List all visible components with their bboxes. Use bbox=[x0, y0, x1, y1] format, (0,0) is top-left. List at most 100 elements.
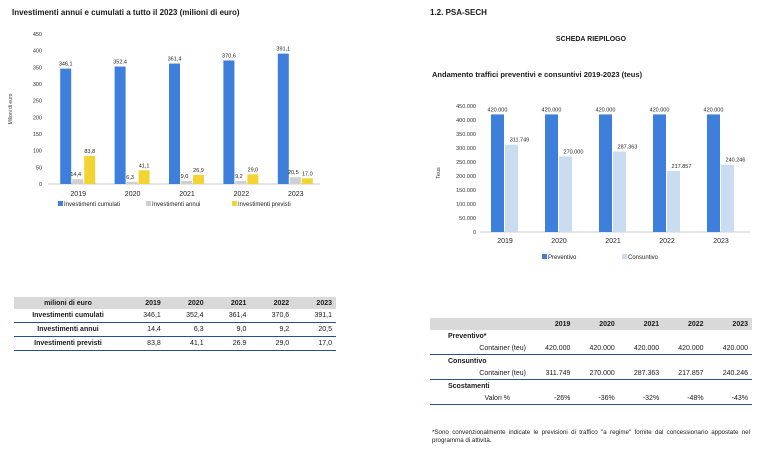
group-title: Consuntivo bbox=[448, 357, 487, 365]
row-label: Container (teu) bbox=[430, 342, 530, 355]
bar-consuntivo bbox=[667, 171, 680, 232]
y-tick-label: 350.000 bbox=[456, 132, 476, 138]
y-tick-label: 450 bbox=[33, 32, 42, 38]
data-label: 420.000 bbox=[488, 107, 508, 113]
bar-investimenti-annui bbox=[289, 177, 301, 184]
data-label: 217.857 bbox=[672, 164, 692, 170]
data-label: 311.749 bbox=[510, 138, 529, 144]
right-chart-title: Andamento traffici preventivi e consunti… bbox=[432, 70, 643, 79]
legend-swatch bbox=[58, 201, 63, 206]
cell: 420.000 bbox=[663, 342, 708, 355]
data-label: 9,2 bbox=[235, 174, 243, 180]
y-tick-label: 50 bbox=[36, 165, 42, 171]
bar-investimenti-previsti bbox=[247, 174, 259, 184]
cell: 9,2 bbox=[250, 322, 294, 337]
data-label: 270.000 bbox=[564, 149, 584, 155]
bar-investimenti-cumulati bbox=[169, 63, 180, 184]
investments-table: milioni di euro 2019 2020 2021 2022 2023… bbox=[14, 297, 336, 351]
cell: 29,0 bbox=[250, 336, 294, 351]
data-label: 352,4 bbox=[113, 60, 127, 66]
header-cell bbox=[430, 318, 530, 330]
group-title: Scostamenti bbox=[448, 382, 490, 390]
data-label: 26,9 bbox=[193, 168, 204, 174]
left-chart-title: Investimenti annui e cumulati a tutto il… bbox=[12, 8, 240, 17]
data-label: 6,3 bbox=[126, 175, 134, 181]
table-row: Valori % -26% -36% -32% -48% -43% bbox=[430, 392, 752, 405]
data-label: 287.363 bbox=[618, 145, 638, 151]
y-axis-label: Teus bbox=[436, 167, 442, 179]
data-label: 14,4 bbox=[70, 172, 81, 178]
legend-label: Consuntivo bbox=[628, 255, 659, 261]
legend-label: Investimenti cumulati bbox=[64, 202, 120, 208]
header-cell: 2022 bbox=[250, 297, 294, 309]
table-header-row: milioni di euro 2019 2020 2021 2022 2023 bbox=[14, 297, 336, 309]
section-title: 1.2. PSA-SECH bbox=[430, 8, 487, 17]
bar-preventivo bbox=[545, 114, 558, 232]
x-tick-label: 2019 bbox=[497, 238, 513, 245]
y-tick-label: 200 bbox=[33, 115, 42, 121]
header-cell: 2021 bbox=[618, 318, 664, 330]
legend-swatch bbox=[542, 254, 547, 259]
traffic-table: 2019 2020 2021 2022 2023 Preventivo* Con… bbox=[430, 318, 752, 405]
legend-label: Investimenti previsti bbox=[238, 202, 291, 208]
bar-investimenti-cumulati bbox=[277, 53, 289, 185]
data-label: 240.246 bbox=[726, 158, 746, 164]
bar-investimenti-previsti bbox=[301, 178, 313, 184]
y-tick-label: 450.000 bbox=[456, 104, 476, 110]
legend-swatch bbox=[146, 201, 151, 206]
bar-investimenti-previsti bbox=[84, 156, 96, 184]
table-row: Container (teu) 420.000 420.000 420.000 … bbox=[430, 342, 752, 355]
data-label: 9,0 bbox=[181, 174, 189, 180]
data-label: 361,4 bbox=[168, 57, 182, 63]
cell: 9,0 bbox=[207, 322, 251, 337]
y-axis-label: Milioni di euro bbox=[8, 93, 14, 124]
bar-investimenti-cumulati bbox=[114, 66, 126, 184]
bar-investimenti-previsti bbox=[193, 175, 204, 184]
cell: 346,1 bbox=[122, 309, 165, 323]
y-tick-label: 250 bbox=[33, 99, 42, 105]
cell: 287.363 bbox=[618, 367, 664, 380]
header-cell: 2022 bbox=[663, 318, 708, 330]
y-tick-label: 0 bbox=[39, 182, 42, 188]
cell: 240.246 bbox=[707, 367, 752, 380]
cell: -26% bbox=[530, 392, 575, 405]
data-label: 83,8 bbox=[84, 149, 95, 155]
bar-preventivo bbox=[653, 114, 666, 232]
y-tick-label: 50.000 bbox=[459, 216, 476, 222]
group-title: Preventivo* bbox=[448, 332, 487, 340]
cell: -36% bbox=[574, 392, 619, 405]
data-label: 420.000 bbox=[650, 107, 670, 113]
cell: 361,4 bbox=[207, 309, 251, 323]
legend-label: Investimenti annui bbox=[152, 202, 200, 208]
row-label: Container (teu) bbox=[430, 367, 530, 380]
data-label: 391,1 bbox=[276, 47, 290, 53]
data-label: 20,5 bbox=[288, 170, 299, 176]
cell: 420.000 bbox=[707, 342, 752, 355]
legend-swatch bbox=[232, 201, 237, 206]
x-tick-label: 2020 bbox=[551, 238, 567, 245]
cell: 217.857 bbox=[663, 367, 708, 380]
data-label: 420.000 bbox=[596, 107, 616, 113]
data-label: 29,0 bbox=[248, 167, 259, 173]
cell: 420.000 bbox=[530, 342, 575, 355]
footnote: *Sono convenzionalmente indicate le prev… bbox=[432, 429, 750, 444]
cell: 420.000 bbox=[618, 342, 664, 355]
bar-consuntivo bbox=[559, 156, 572, 232]
bar-preventivo bbox=[491, 114, 504, 232]
table-row: Container (teu) 311.749 270.000 287.363 … bbox=[430, 367, 752, 380]
group-title-row: Consuntivo bbox=[430, 355, 752, 368]
cell: 26.9 bbox=[207, 336, 251, 351]
x-tick-label: 2022 bbox=[659, 238, 675, 245]
data-label: 420.000 bbox=[704, 107, 724, 113]
bar-consuntivo bbox=[505, 144, 518, 232]
investments-chart: 0 50 100 150 200 250 300 350 400 450 Milioni di eu… bbox=[8, 32, 320, 208]
header-cell: 2023 bbox=[707, 318, 752, 330]
row-label: Investimenti cumulati bbox=[14, 309, 122, 323]
bar-consuntivo bbox=[721, 164, 734, 232]
bar-investimenti-annui bbox=[235, 180, 247, 184]
y-tick-label: 350 bbox=[33, 65, 42, 71]
bar-investimenti-previsti bbox=[138, 170, 150, 184]
y-tick-label: 100.000 bbox=[456, 202, 476, 208]
table-row: Investimenti previsti 83,8 41,1 26.9 29,… bbox=[14, 336, 336, 351]
y-tick-label: 300.000 bbox=[456, 146, 476, 152]
